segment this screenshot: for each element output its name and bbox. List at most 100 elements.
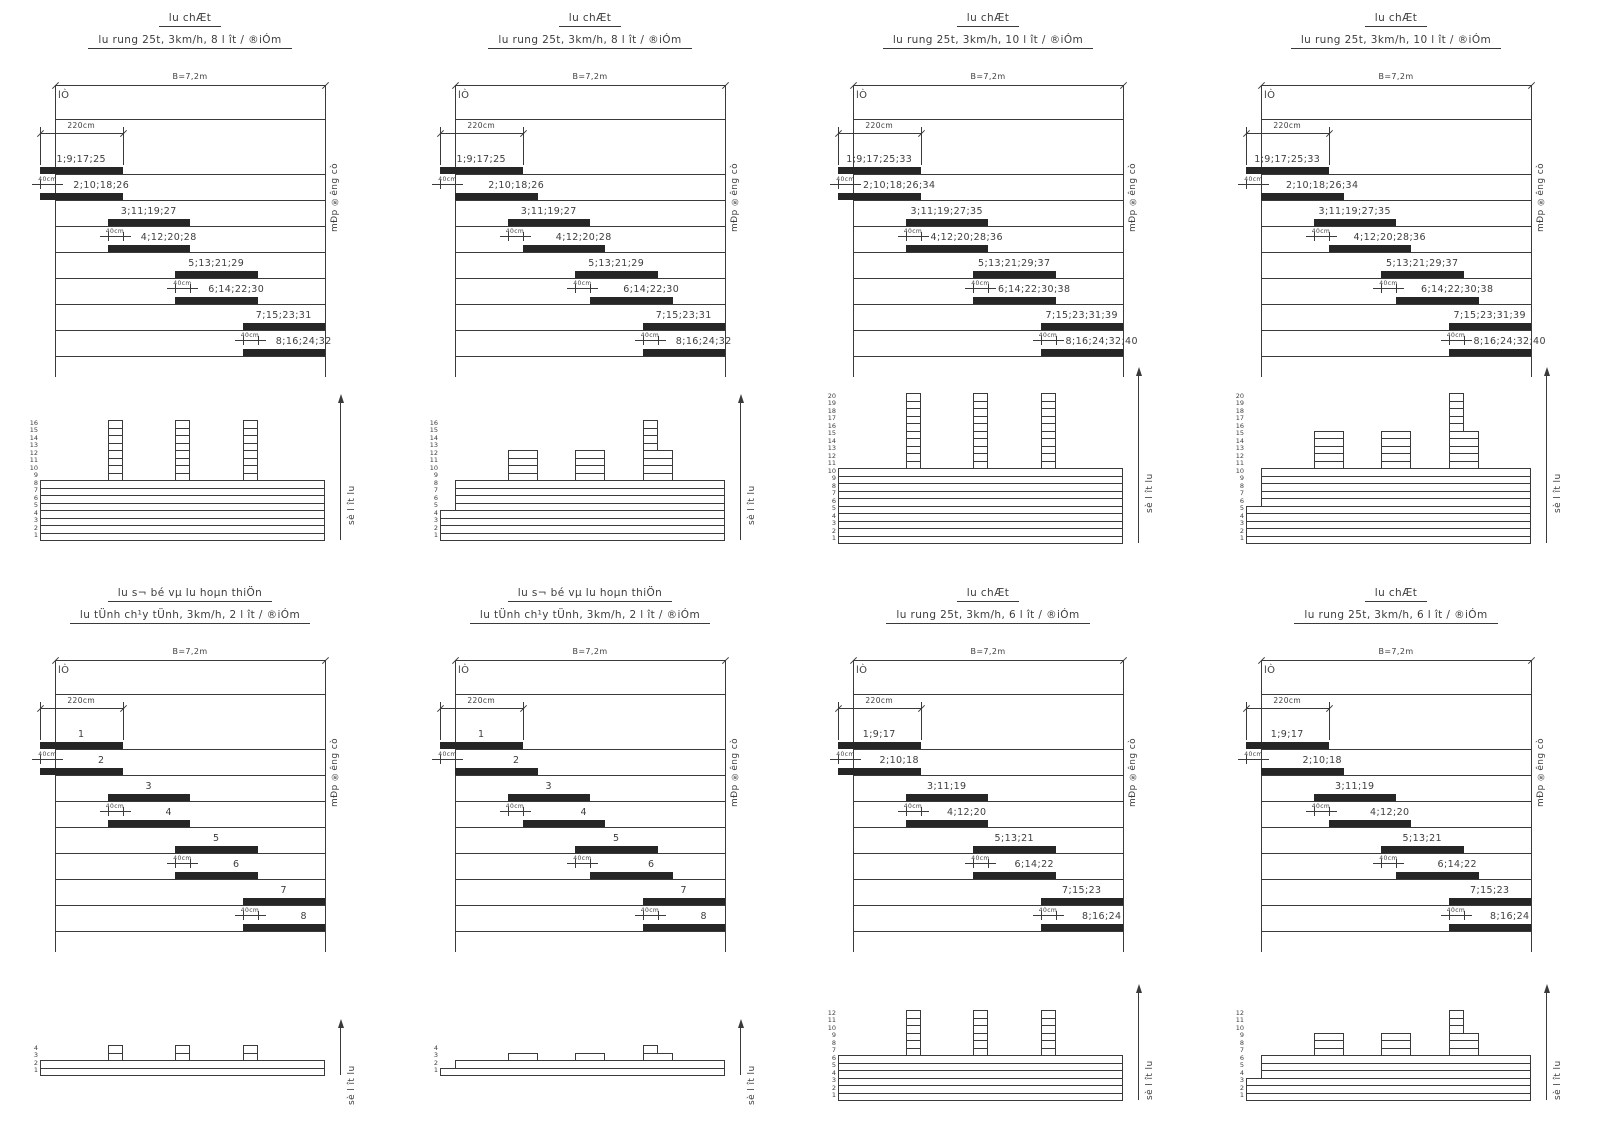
hist-cell: [1448, 400, 1464, 409]
axis-number: 1: [433, 531, 438, 539]
hist-cell: [838, 535, 1123, 544]
axis-number: 3: [33, 1051, 38, 1059]
overlap-dimension-line: [499, 811, 531, 812]
lane-line: [1261, 931, 1531, 932]
overlap-dimension-label: 40cm: [38, 176, 57, 183]
pass-strip-bar: [455, 193, 538, 200]
overlap-dim-tick: [1040, 911, 1042, 920]
overlap-dim-tick: [1261, 755, 1262, 764]
overlap-dim-tick: [257, 336, 259, 345]
hist-cell: [507, 465, 538, 474]
hist-cell: [107, 442, 123, 451]
axis-number: 5: [433, 501, 438, 509]
panel-8: lu chÆt lu rung 25t, 3km/h, 6 l ît / ®iÓm…: [1206, 575, 1600, 1131]
panel-title-line2: lu rung 25t, 3km/h, 10 l ît / ®iÓm: [808, 34, 1168, 49]
hist-cell: [1381, 460, 1411, 469]
pass-strip-bar: [1328, 820, 1411, 827]
axis-number: 14: [827, 436, 836, 445]
overlap-dim-tick: [1313, 232, 1315, 241]
hist-cell: [1246, 528, 1531, 537]
hist-cell: [40, 495, 325, 504]
overlap-dim-tick: [838, 180, 839, 189]
overlap-dimension-line: [1305, 811, 1337, 812]
pass-strip-bar: [175, 846, 258, 853]
overlap-dim-tick: [973, 859, 974, 868]
hist-cell: [905, 438, 921, 447]
hist-cell: [838, 1062, 1123, 1071]
overlap-dim-tick: [642, 336, 644, 345]
hist-cell: [838, 513, 1123, 522]
overlap-dim-tick: [1246, 755, 1247, 764]
axis-number: 5: [33, 501, 38, 509]
hist-cell: [242, 1052, 258, 1061]
overlap-dimension-line: [167, 863, 198, 864]
axis-number: 1: [33, 1066, 38, 1074]
hist-cell: [1261, 1055, 1531, 1064]
strip-label: 7;15;23;31;39: [1045, 310, 1118, 321]
frame-left-line: [1261, 660, 1262, 952]
hist-cell: [1381, 1032, 1411, 1041]
frame-right-line: [325, 660, 326, 952]
hist-cell: [973, 430, 988, 439]
axis-number: 13: [429, 441, 438, 449]
lane-line: [455, 801, 725, 802]
axis-number: 7: [433, 486, 438, 494]
hist-cell: [1246, 505, 1531, 514]
hist-cell: [642, 442, 658, 451]
strip-label: 3;11;19: [927, 781, 967, 792]
axis-number: 13: [1235, 444, 1244, 452]
hist-cell: [507, 472, 538, 481]
overlap-dimension-line: [432, 184, 463, 185]
overlap-dimension-label: 40cm: [640, 907, 660, 914]
pass-strip-bar: [107, 219, 190, 226]
pass-strip-bar: [1448, 349, 1531, 356]
axis-number: 6: [433, 493, 438, 502]
overlap-dimension-label: 40cm: [438, 176, 457, 183]
hist-cell: [838, 520, 1123, 529]
axis-number: 8: [831, 481, 836, 490]
overlap-dimension-label: 40cm: [173, 280, 192, 287]
overlap-dim-tick: [920, 232, 922, 241]
overlap-dim-tick: [55, 755, 56, 764]
hist-cell: [1381, 1040, 1411, 1049]
overlap-dim-tick: [1448, 911, 1450, 920]
pass-axis-arrow-head: [737, 394, 744, 403]
strip-label: 4;12;20: [947, 807, 987, 818]
top-rule: [1261, 694, 1531, 695]
width-dimension-label: B=7,2m: [1378, 647, 1414, 656]
axis-number: 11: [827, 1016, 836, 1024]
axis-number: 11: [429, 456, 438, 464]
hist-cell: [905, 1025, 921, 1034]
strip-label: 7;15;23: [1470, 885, 1510, 896]
hist-cell: [455, 1060, 725, 1069]
overlap-dim-tick: [1396, 859, 1397, 868]
axis-number: 3: [433, 1051, 438, 1059]
hist-cell: [455, 495, 725, 504]
pass-strip-bar: [838, 193, 921, 200]
strip-label: 1: [478, 729, 485, 740]
lane-line: [1261, 330, 1531, 331]
overlap-dim-tick: [657, 911, 659, 920]
hist-cell: [455, 480, 725, 489]
overlap-dim-tick: [988, 284, 989, 293]
overlap-dim-tick: [40, 180, 41, 189]
axis-number: 1: [1239, 534, 1244, 542]
hist-cell: [1448, 430, 1479, 439]
pass-strip-bar: [242, 924, 325, 931]
hist-cell: [1261, 498, 1531, 507]
axis-number: 14: [429, 433, 438, 442]
pass-strip-bar: [242, 349, 325, 356]
hist-cell: [973, 460, 988, 469]
overlap-dim-tick: [590, 859, 591, 868]
hist-cell: [838, 1055, 1123, 1064]
axis-number: 18: [1235, 406, 1244, 415]
hist-cell: [905, 393, 921, 402]
hist-cell: [1040, 1032, 1056, 1041]
overlap-dim-tick: [1055, 336, 1057, 345]
strip-label: 7: [680, 885, 687, 896]
width-dimension-label: B=7,2m: [1378, 72, 1414, 81]
pass-strip-bar: [1040, 924, 1123, 931]
hist-cell: [107, 420, 123, 429]
overlap-dim-tick: [242, 911, 244, 920]
hist-cell: [440, 510, 725, 519]
